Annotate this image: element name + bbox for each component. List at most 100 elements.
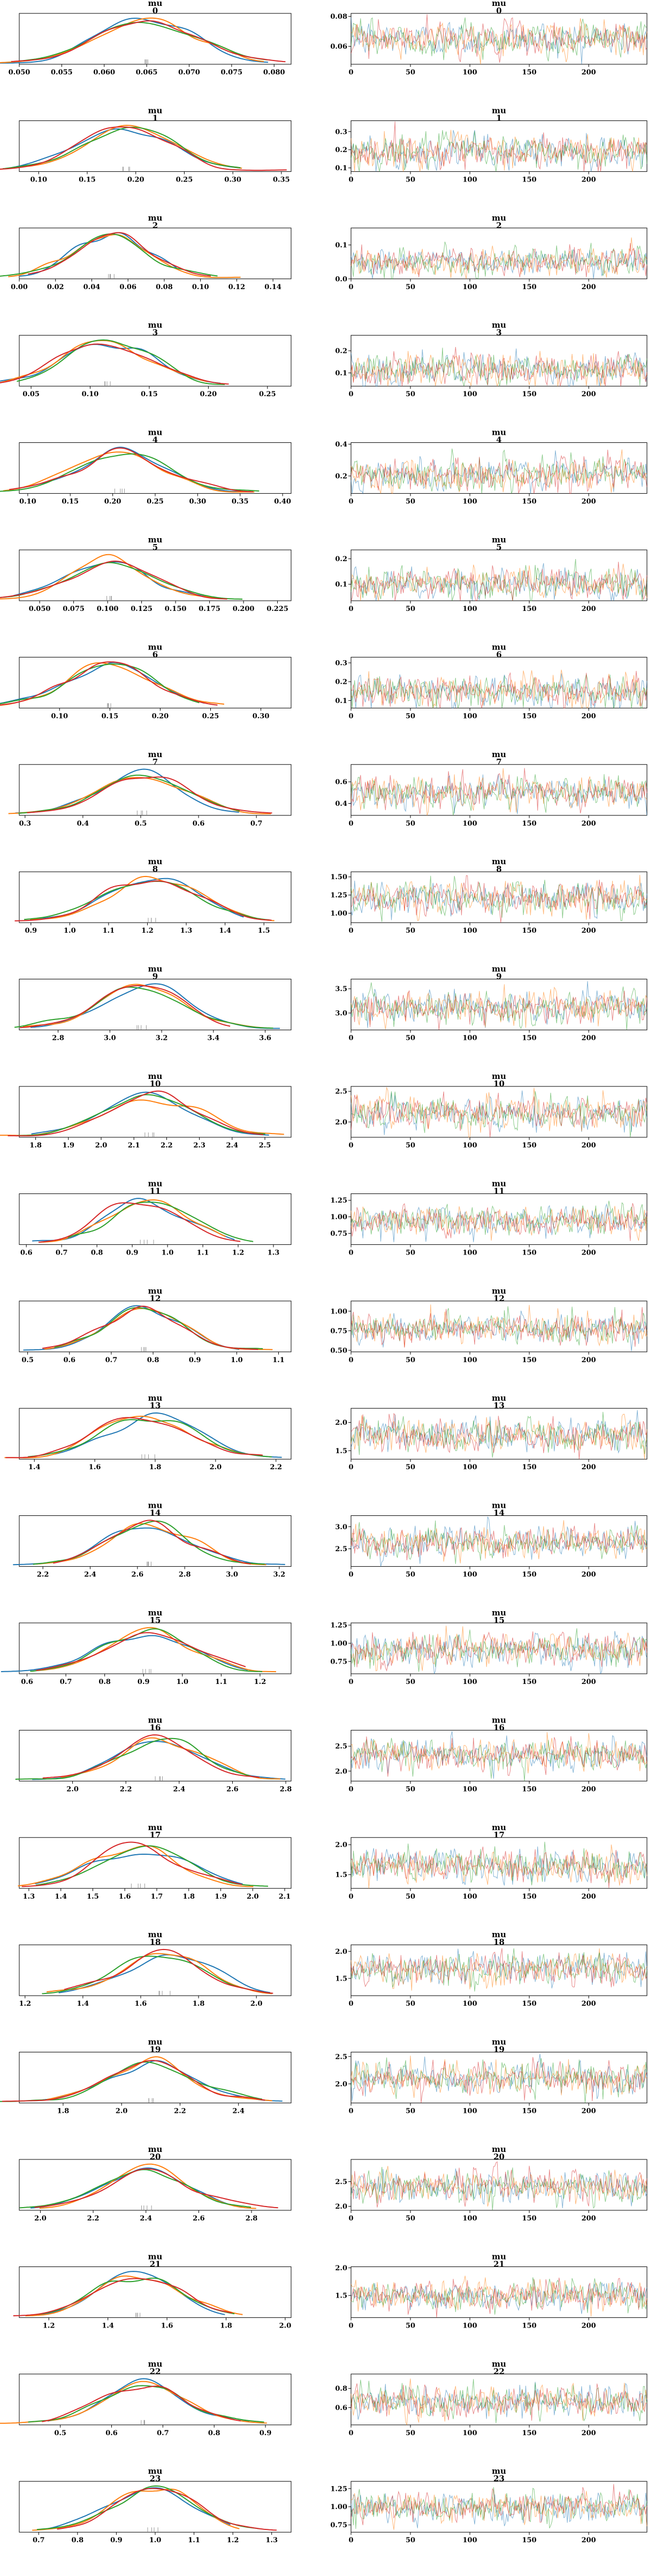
trace-y-tick-label: 1.00	[330, 2503, 347, 2511]
kde-x-tick-label: 1.3	[180, 927, 193, 935]
kde-index: 11	[150, 1186, 161, 1196]
trace-line-chain-2	[350, 875, 647, 922]
kde-x-tick-label: 0.225	[266, 605, 288, 613]
trace-line-chain-3	[350, 121, 647, 172]
trace-x-tick-label: 50	[406, 1571, 415, 1579]
trace-x-tick-label: 50	[406, 2000, 415, 2008]
kde-axes-frame	[19, 979, 292, 1031]
kde-x-tick-label: 2.8	[280, 1785, 292, 1793]
kde-x-tick-label: 1.4	[102, 2322, 114, 2330]
trace-x-tick-label: 100	[463, 820, 477, 828]
trace-axes-frame	[350, 120, 647, 172]
trace-axes-frame	[350, 871, 647, 923]
trace-title: mu	[492, 964, 506, 974]
kde-x-tick-label: 0.9	[25, 927, 37, 935]
kde-line-chain-1	[36, 1523, 266, 1566]
kde-index: 1	[153, 113, 158, 123]
kde-x-tick-label: 1.8	[182, 1893, 195, 1901]
trace-x-tick-label: 200	[582, 390, 596, 398]
trace-line-chain-1	[350, 351, 647, 387]
trace-axes-frame	[350, 1408, 647, 1460]
kde-title: mu	[148, 2252, 163, 2261]
trace-y-tick-label: 0.75	[330, 1327, 347, 1335]
kde-line-chain-3	[28, 232, 211, 277]
trace-line-chain-3	[350, 875, 647, 923]
trace-line-chain-2	[350, 348, 647, 387]
trace-axes-frame	[350, 764, 647, 816]
kde-title: mu	[148, 1823, 163, 1832]
kde-x-tick-label: 0.5	[54, 2429, 66, 2437]
trace-y-tick-label: 0.1	[335, 164, 347, 172]
kde-x-tick-label: 3.4	[208, 1034, 220, 1043]
kde-line-chain-1	[4, 1415, 260, 1459]
trace-line-chain-3	[350, 1412, 647, 1460]
kde-x-tick-label: 0.30	[224, 176, 241, 184]
trace-index: 21	[493, 2259, 505, 2269]
trace-index: 23	[493, 2474, 505, 2483]
kde-x-tick-label: 2.1	[128, 1142, 140, 1150]
kde-line-chain-1	[30, 875, 275, 921]
kde-x-tick-label: 1.9	[62, 1142, 74, 1150]
trace-x-tick-label: 50	[406, 2107, 415, 2116]
trace-line-chain-2	[350, 1841, 647, 1886]
kde-line-chain-1	[0, 1099, 284, 1136]
trace-x-tick-label: 200	[582, 927, 596, 935]
kde-line-chain-1	[0, 554, 217, 600]
trace-index: 12	[493, 1294, 505, 1303]
kde-panel-7: mu7 0.3 0.4 0.5 0.6 0.7	[8, 750, 292, 828]
kde-line-chain-3	[42, 2385, 241, 2422]
kde-x-tick-label: 2.0	[34, 2215, 47, 2223]
kde-line-chain-2	[0, 453, 260, 492]
kde-index: 20	[150, 2152, 161, 2162]
kde-x-tick-label: 1.2	[43, 2322, 55, 2330]
kde-x-tick-label: 0.8	[98, 1678, 111, 1686]
kde-x-tick-label: 0.125	[131, 605, 153, 613]
trace-x-tick-label: 150	[522, 712, 537, 720]
trace-panel-7: mu7 0.4 0.6 0 50 100 150 200	[335, 750, 647, 828]
kde-x-tick-label: 0.6	[63, 1356, 75, 1364]
trace-x-tick-label: 100	[463, 1034, 477, 1043]
kde-line-chain-1	[40, 1199, 226, 1243]
trace-title: mu	[492, 535, 506, 545]
kde-line-chain-1	[35, 1627, 277, 1673]
trace-x-tick-label: 0	[348, 1034, 353, 1043]
kde-x-tick-label: 1.1	[197, 1249, 209, 1257]
trace-x-tick-label: 0	[348, 1678, 353, 1686]
kde-x-tick-label: 1.4	[55, 1893, 67, 1901]
kde-x-tick-label: 2.4	[232, 2107, 245, 2116]
trace-x-tick-label: 200	[582, 176, 596, 184]
trace-x-tick-label: 100	[463, 1678, 477, 1686]
trace-line-chain-0	[350, 248, 647, 279]
trace-title: mu	[492, 1393, 506, 1403]
trace-x-tick-label: 150	[522, 1463, 537, 1471]
kde-x-tick-label: 2.3	[193, 1142, 205, 1150]
kde-line-chain-2	[36, 1845, 269, 1887]
trace-y-tick-label: 0.2	[335, 348, 347, 356]
trace-title: mu	[492, 1179, 506, 1188]
trace-line-chain-0	[350, 348, 647, 387]
trace-x-tick-label: 50	[406, 1034, 415, 1043]
kde-axes-frame	[19, 442, 292, 494]
trace-y-tick-label: 0.8	[335, 2385, 347, 2393]
kde-line-chain-1	[46, 1953, 272, 1995]
trace-axes-frame	[350, 335, 647, 387]
kde-x-tick-label: 2.8	[246, 2215, 258, 2223]
kde-x-tick-label: 2.4	[226, 1142, 239, 1150]
trace-x-tick-label: 100	[463, 2000, 477, 2008]
kde-line-chain-2	[15, 1738, 250, 1780]
kde-x-tick-label: 1.2	[254, 1678, 266, 1686]
trace-panel-6: mu6 0.1 0.2 0.3 0 50 100 150 200	[335, 642, 647, 720]
trace-x-tick-label: 200	[582, 1249, 596, 1257]
kde-line-chain-3	[34, 2168, 278, 2209]
kde-x-tick-label: 0.25	[259, 390, 276, 398]
kde-line-chain-2	[30, 1628, 263, 1673]
kde-x-tick-label: 0.20	[127, 176, 144, 184]
trace-x-tick-label: 200	[582, 69, 596, 77]
